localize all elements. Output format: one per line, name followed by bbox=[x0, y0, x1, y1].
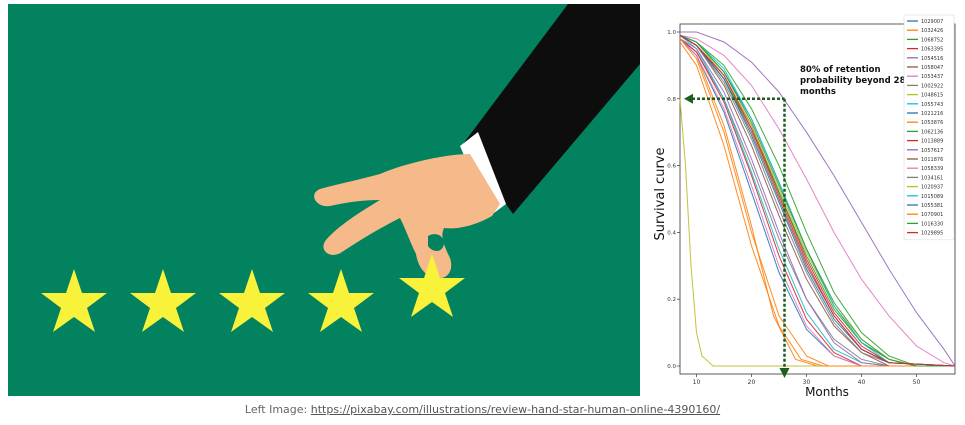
x-tick-label-1: 20 bbox=[748, 379, 756, 386]
series-line-1011876 bbox=[679, 34, 955, 367]
series-line-1034161 bbox=[679, 34, 956, 367]
legend-label-1032426: 1032426 bbox=[921, 28, 943, 34]
legend-label-1015089: 1015089 bbox=[921, 194, 943, 200]
y-tick-label-3: 0.6 bbox=[667, 164, 676, 170]
review-illustration bbox=[8, 4, 640, 396]
caption-link[interactable]: https://pixabay.com/illustrations/review… bbox=[310, 403, 721, 416]
x-tick-label-3: 40 bbox=[858, 379, 866, 386]
legend-label-1013889: 1013889 bbox=[921, 139, 943, 145]
legend-label-1021216: 1021216 bbox=[921, 111, 943, 117]
hand-icon bbox=[314, 154, 500, 279]
annotation-down-arrowhead bbox=[779, 368, 790, 378]
y-tick-label-1: 0.2 bbox=[667, 297, 676, 303]
series-line-1068752 bbox=[679, 34, 955, 367]
annotation-text-line-1: probability beyond 28 bbox=[800, 76, 906, 86]
star-icon bbox=[130, 269, 196, 332]
legend-label-1055743: 1055743 bbox=[921, 102, 943, 108]
annotation-left-arrowhead bbox=[684, 93, 693, 104]
series-line-1054516 bbox=[680, 31, 956, 367]
star-icon bbox=[41, 269, 107, 332]
series-line-1015089 bbox=[679, 34, 956, 367]
y-axis-label: Survival curve bbox=[653, 148, 668, 241]
legend-label-1016330: 1016330 bbox=[921, 221, 943, 227]
series-line-1048615 bbox=[679, 98, 955, 367]
x-tick-label-4: 50 bbox=[913, 379, 921, 386]
legend-label-1063395: 1063395 bbox=[921, 47, 943, 53]
y-tick-label-4: 0.8 bbox=[667, 97, 676, 103]
legend-label-1053876: 1053876 bbox=[921, 120, 943, 126]
star-icon bbox=[219, 269, 285, 332]
annotation-text-line-0: 80% of retention bbox=[800, 65, 881, 75]
y-tick-label-0: 0.0 bbox=[667, 364, 676, 370]
legend-label-1062136: 1062136 bbox=[921, 129, 943, 135]
legend-label-1054516: 1054516 bbox=[921, 56, 943, 62]
survival-chart-svg: 10 20 30 40 50 0.0 0.2 0.4 0.6 0.8 1.0 80% of rete… bbox=[653, 14, 956, 399]
x-axis-label: Months bbox=[805, 385, 849, 396]
series-line-1013889 bbox=[679, 38, 955, 367]
star-icon bbox=[308, 269, 374, 332]
legend-label-1070901: 1070901 bbox=[921, 212, 943, 218]
y-tick-label-5: 1.0 bbox=[667, 30, 676, 36]
y-tick-label-2: 0.4 bbox=[667, 230, 676, 236]
caption-prefix: Left Image: bbox=[244, 403, 311, 416]
x-tick-label-0: 10 bbox=[693, 379, 701, 386]
legend-label-1034161: 1034161 bbox=[921, 175, 943, 181]
hand-holding-star-icon bbox=[41, 4, 640, 332]
series-line-1058339 bbox=[679, 38, 955, 367]
series-line-1002922 bbox=[679, 38, 955, 367]
legend-label-1058047: 1058047 bbox=[921, 65, 943, 71]
star-icon bbox=[399, 254, 465, 317]
series-line-1053437 bbox=[679, 34, 956, 367]
legend-label-1058339: 1058339 bbox=[921, 166, 943, 172]
legend-label-1011876: 1011876 bbox=[921, 157, 943, 163]
series-line-1016330 bbox=[679, 34, 955, 367]
legend-label-1020937: 1020937 bbox=[921, 185, 943, 191]
annotation-text-line-2: months bbox=[800, 87, 836, 97]
legend-label-1053437: 1053437 bbox=[921, 74, 943, 80]
x-tick-label-2: 30 bbox=[803, 379, 811, 386]
legend-box bbox=[903, 14, 955, 241]
survival-chart: 10 20 30 40 50 0.0 0.2 0.4 0.6 0.8 1.0 80% of rete… bbox=[652, 4, 957, 399]
series-line-1029895 bbox=[679, 34, 956, 367]
legend-label-1068752: 1068752 bbox=[921, 37, 943, 43]
series-line-1032426 bbox=[679, 38, 955, 367]
image-caption: Left Image: https://pixabay.com/illustra… bbox=[0, 403, 965, 416]
series-line-1053876 bbox=[679, 41, 955, 367]
suit-sleeve-icon bbox=[463, 4, 640, 214]
legend-label-1002922: 1002922 bbox=[921, 83, 943, 89]
series-line-1057617 bbox=[679, 38, 955, 367]
series-line-1070901 bbox=[679, 38, 955, 367]
legend-label-1057617: 1057617 bbox=[921, 148, 943, 154]
legend-label-1055381: 1055381 bbox=[921, 203, 943, 209]
legend-label-1029007: 1029007 bbox=[921, 19, 943, 25]
legend-label-1029895: 1029895 bbox=[921, 231, 943, 237]
legend-label-1048615: 1048615 bbox=[921, 93, 943, 99]
